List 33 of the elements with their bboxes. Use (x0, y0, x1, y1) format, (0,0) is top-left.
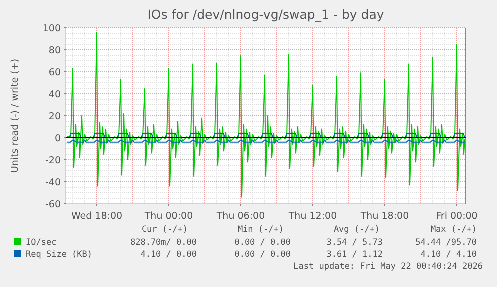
x-tick-label: Fri 00:00 (436, 211, 478, 222)
legend-label: IO/sec (26, 238, 57, 248)
text: 0.00 / 0.00 (234, 250, 291, 260)
text: 3.54 / 5.73 (326, 238, 383, 248)
y-tick-label: -40 (45, 178, 61, 188)
text: 54.44 /95.70 (416, 238, 477, 248)
chart-title: IOs for /dev/nlnog-vg/swap_1 - by day (148, 7, 385, 22)
text: 4.10 / 0.00 (140, 250, 197, 260)
text: 0.00 / 0.00 (234, 238, 291, 248)
text: Avg (-/+) (334, 225, 380, 235)
text: Min (-/+) (238, 225, 284, 235)
x-tick-label: Thu 18:00 (360, 211, 410, 222)
text: 828.70m/ 0.00 (130, 238, 197, 248)
legend-label: Req Size (KB) (26, 250, 93, 260)
text: Max (-/+) (430, 225, 477, 235)
x-tick-label: Thu 00:00 (144, 211, 194, 222)
y-tick-label: 0 (54, 134, 61, 144)
x-tick-label: Thu 06:00 (216, 211, 266, 222)
x-tick-label: Thu 12:00 (288, 211, 338, 222)
y-tick-label: 100 (42, 24, 61, 34)
text: Cur (-/+) (142, 225, 188, 235)
y-tick-label: -20 (45, 156, 61, 166)
x-tick-label: Wed 18:00 (71, 211, 123, 222)
y-tick-label: -60 (45, 200, 61, 210)
line-series (66, 32, 466, 198)
text: Last update: Fri May 22 00:40:24 2026 (294, 262, 483, 272)
y-tick-label: 40 (48, 90, 61, 100)
text: 4.10 / 4.10 (420, 250, 477, 260)
y-tick-label: 20 (48, 112, 61, 122)
y-tick-label: 80 (48, 46, 61, 56)
text: 3.61 / 1.12 (326, 250, 383, 260)
y-tick-label: 60 (48, 68, 61, 78)
y-axis-title: Units read (-) / write (+) (10, 58, 21, 174)
